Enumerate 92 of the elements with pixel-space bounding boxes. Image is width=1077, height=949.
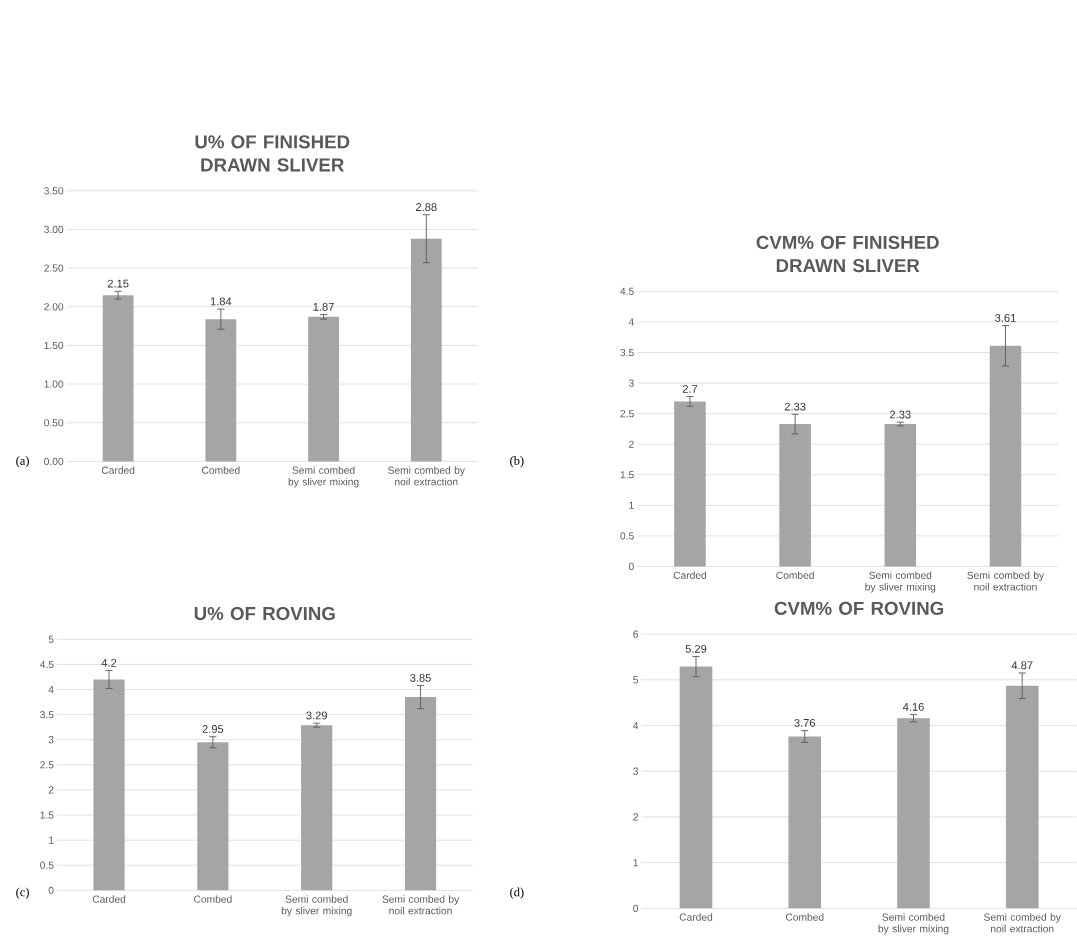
y-tick-label: 0.5 [620, 532, 634, 540]
chart-title: CVM% OF ROVING [774, 601, 944, 616]
chart-title: U% OF FINISHED DRAWN SLIVER [195, 135, 350, 172]
text: (b) [510, 456, 524, 468]
x-tick-label: Carded [673, 571, 707, 580]
x-tick-label: Carded [92, 895, 126, 903]
y-tick-label: 5 [48, 636, 54, 644]
x-tick-label: Combed [202, 466, 240, 475]
y-tick-label: 1 [49, 836, 54, 844]
bar [1005, 686, 1039, 909]
data-label: 2.15 [107, 279, 129, 288]
y-tick-label: 0 [628, 563, 634, 571]
x-tick-label: Semi combed by sliver mixing [288, 466, 359, 488]
x-tick-label: Semi combed by sliver mixing [281, 895, 352, 917]
y-tick-label: 4.5 [620, 288, 634, 296]
data-label: 4.87 [1011, 661, 1033, 670]
y-tick-label: 1 [633, 859, 638, 867]
data-label: 4.2 [101, 659, 117, 667]
bar [410, 238, 442, 462]
data-label: 1.84 [210, 297, 232, 306]
y-tick-label: 1.5 [40, 811, 54, 819]
bar [93, 679, 125, 891]
bar [205, 319, 237, 462]
text: (c) [16, 887, 29, 900]
data-label: 2.95 [202, 725, 224, 734]
bar [674, 401, 706, 567]
text: (a) [16, 456, 29, 468]
y-tick-label: 6 [633, 630, 639, 638]
y-tick-label: 1 [629, 502, 634, 510]
data-label: 3.76 [794, 719, 816, 728]
x-tick-label: Combed [776, 571, 814, 580]
y-tick-label: 1.00 [44, 380, 64, 388]
data-label: 2.88 [416, 203, 437, 212]
x-tick-label: Carded [101, 466, 135, 475]
y-tick-label: 0 [633, 904, 639, 913]
data-label: 3.29 [306, 711, 328, 720]
y-tick-label: 2.00 [44, 303, 64, 311]
x-tick-label: Semi combed by sliver mixing [865, 571, 936, 593]
bar [102, 295, 134, 462]
x-tick-label: Combed [785, 913, 824, 922]
bar [308, 317, 339, 462]
y-tick-label: 3 [633, 767, 639, 776]
data-label: 5.29 [685, 645, 707, 653]
y-tick-label: 2 [48, 786, 54, 794]
x-tick-label: Combed [194, 895, 232, 903]
y-tick-label: 0.50 [44, 419, 64, 427]
y-tick-label: 0.00 [44, 458, 64, 466]
y-tick-label: 3.5 [40, 711, 54, 719]
chart-title: U% OF ROVING [194, 607, 335, 621]
chart-title: CVM% OF FINISHED DRAWN SLIVER [756, 236, 939, 273]
bar [779, 424, 811, 567]
x-tick-label: Carded [679, 913, 713, 922]
y-tick-label: 4.5 [39, 661, 54, 669]
x-tick-label: Semi combed by sliver mixing [878, 913, 949, 935]
y-tick-label: 3.50 [44, 187, 64, 195]
y-tick-label: 1.50 [44, 342, 64, 350]
data-label: 2.7 [682, 385, 698, 393]
x-tick-label: Semi combed by noil extraction [388, 466, 465, 486]
data-label: 4.16 [902, 703, 924, 712]
data-label: 3.61 [995, 314, 1016, 323]
y-tick-label: 2 [629, 440, 634, 448]
data-label: 2.33 [890, 410, 911, 419]
bar [197, 742, 229, 891]
y-tick-label: 2.5 [40, 761, 54, 769]
text: (d) [510, 887, 524, 900]
bar [404, 697, 437, 891]
x-tick-label: Semi combed by noil extraction [382, 895, 460, 915]
y-tick-label: 3.5 [620, 349, 634, 357]
y-tick-label: 2 [633, 813, 638, 821]
y-tick-label: 0 [48, 886, 54, 895]
bar [989, 346, 1022, 567]
bar [897, 718, 930, 909]
y-tick-label: 4 [48, 686, 54, 694]
y-tick-label: 1.5 [620, 471, 634, 479]
data-label: 1.87 [313, 303, 334, 311]
y-tick-label: 3 [48, 736, 54, 744]
y-tick-label: 0.5 [40, 861, 54, 870]
bar [301, 725, 333, 891]
y-tick-label: 2.5 [620, 410, 634, 418]
y-tick-label: 3 [628, 379, 634, 387]
bar [788, 736, 822, 909]
y-tick-label: 5 [633, 676, 639, 684]
x-tick-label: Semi combed by noil extraction [984, 913, 1061, 933]
y-tick-label: 3.00 [44, 226, 64, 234]
y-tick-label: 4 [628, 318, 634, 326]
y-tick-label: 4 [633, 722, 639, 730]
bar [884, 424, 917, 567]
data-label: 2.33 [784, 402, 806, 411]
bar [679, 666, 713, 909]
x-tick-label: Semi combed by noil extraction [967, 571, 1045, 591]
y-tick-label: 2.50 [44, 264, 64, 272]
data-label: 3.85 [410, 674, 431, 682]
